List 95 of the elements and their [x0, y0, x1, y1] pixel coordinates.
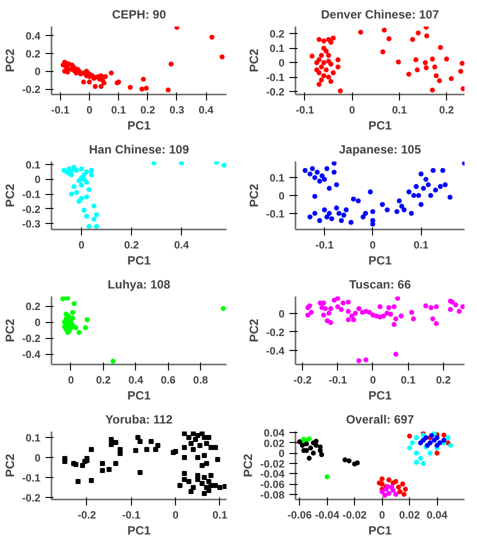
- x-tick-label: -0.1: [122, 510, 140, 522]
- y-axis-title: PC2: [247, 318, 262, 342]
- x-axis-title: PC1: [127, 388, 151, 402]
- x-tick-label: 0.3: [170, 104, 184, 116]
- x-tick-label: 0.04: [426, 510, 448, 522]
- y-axis-title: PC2: [247, 184, 262, 208]
- y-tick-label: -0.4: [266, 346, 285, 358]
- x-tick-label: 0.02: [399, 510, 420, 522]
- y-tick-label: 0: [278, 190, 285, 202]
- chart-title: Yoruba: 112: [105, 412, 173, 426]
- x-tick-label: 0.8: [193, 374, 208, 386]
- x-axis-title: PC1: [127, 254, 151, 268]
- y-tick-label: 0: [34, 66, 41, 78]
- x-tick-label: -0.1: [328, 374, 348, 386]
- y-axis-title: PC2: [3, 318, 18, 342]
- x-tick-label: 0: [68, 374, 74, 386]
- y-tick-label: 0.04: [264, 428, 285, 440]
- x-tick-label: 0: [78, 240, 85, 252]
- x-tick-label: 0: [379, 510, 386, 522]
- x-tick-label: 0.2: [96, 374, 111, 386]
- x-tick-label: -0.02: [342, 510, 367, 522]
- y-tick-label: 0: [278, 308, 285, 320]
- y-tick-label: -0.08: [260, 489, 285, 502]
- y-tick-label: -0.2: [266, 86, 285, 99]
- y-axis-title: PC2: [241, 454, 256, 478]
- y-tick-label: 0.2: [26, 301, 41, 314]
- x-tick-label: 0.4: [174, 240, 189, 252]
- chart-title: Luhya: 108: [108, 278, 171, 292]
- y-tick-label: -0.3: [22, 218, 41, 231]
- x-tick-label: 0: [370, 240, 376, 252]
- y-axis-title: PC2: [3, 454, 18, 478]
- x-axis-title: PC1: [127, 524, 151, 538]
- x-tick-label: 0: [172, 510, 179, 522]
- x-tick-label: -0.2: [78, 510, 96, 522]
- y-tick-label: 0.1: [26, 432, 41, 444]
- y-tick-label: -0.2: [22, 84, 41, 96]
- x-axis-title: PC1: [127, 118, 151, 132]
- x-axis-title: PC1: [368, 254, 392, 268]
- y-tick-label: 0: [278, 448, 285, 460]
- x-axis-title: PC1: [368, 118, 392, 132]
- x-axis-title: PC1: [368, 388, 392, 402]
- chart-title: Denver Chinese: 107: [320, 8, 440, 22]
- x-tick-label: -0.06: [287, 510, 312, 522]
- y-tick-label: -0.2: [22, 492, 41, 504]
- chart-title: Japanese: 105: [338, 142, 422, 156]
- y-tick-label: -0.4: [22, 349, 41, 362]
- y-tick-label: 0.4: [26, 30, 41, 42]
- y-tick-label: 0.1: [270, 43, 285, 56]
- y-tick-label: 0.02: [264, 438, 285, 450]
- x-tick-label: 0.1: [414, 240, 429, 252]
- y-tick-label: 0: [34, 452, 41, 464]
- x-tick-label: 0.2: [436, 374, 451, 386]
- y-tick-label: 0.1: [270, 172, 285, 185]
- y-axis-title: PC2: [3, 48, 18, 72]
- x-tick-label: -0.1: [51, 104, 70, 116]
- chart-title: Tuscan: 66: [349, 278, 412, 292]
- x-tick-label: 0.4: [128, 374, 144, 386]
- x-tick-label: 0.2: [140, 104, 156, 116]
- y-tick-label: -0.1: [266, 72, 285, 84]
- y-tick-label: 0: [34, 317, 41, 330]
- x-tick-label: -0.1: [296, 104, 314, 116]
- chart-title: Han Chinese: 109: [88, 142, 190, 156]
- x-tick-label: 0: [86, 104, 92, 116]
- y-tick-label: -0.2: [22, 333, 41, 346]
- x-tick-label: 0: [349, 104, 356, 116]
- y-tick-label: -0.06: [260, 479, 285, 492]
- x-tick-label: -0.2: [293, 374, 312, 386]
- x-tick-label: 0.1: [400, 374, 416, 386]
- y-tick-label: 0: [278, 58, 285, 70]
- x-tick-label: 0.1: [212, 510, 228, 522]
- y-tick-label: -0.1: [266, 208, 285, 220]
- y-tick-label: -0.04: [260, 468, 285, 481]
- x-tick-label: -0.04: [314, 510, 340, 522]
- x-tick-label: -0.1: [315, 240, 334, 252]
- y-axis-title: PC2: [247, 48, 262, 72]
- chart-title: Overall: 697: [346, 412, 414, 426]
- y-axis-title: PC2: [3, 184, 18, 208]
- x-tick-label: 0.2: [124, 240, 139, 252]
- x-tick-label: 0.1: [111, 104, 126, 116]
- chart-title: CEPH: 90: [112, 8, 166, 22]
- y-tick-label: 0.2: [26, 48, 41, 60]
- y-tick-label: -0.02: [260, 458, 285, 470]
- x-tick-label: 0.2: [439, 104, 454, 116]
- x-axis-title: PC1: [368, 524, 392, 538]
- y-tick-label: 0: [34, 174, 41, 186]
- y-tick-label: -0.1: [22, 189, 41, 202]
- x-tick-label: 0: [370, 374, 376, 386]
- y-tick-label: -0.1: [22, 472, 41, 484]
- y-tick-label: -0.2: [266, 326, 285, 339]
- x-tick-label: 0.1: [392, 104, 407, 116]
- x-tick-label: 0.6: [160, 374, 176, 386]
- y-tick-label: -0.2: [22, 204, 41, 216]
- y-tick-label: 0.1: [26, 159, 41, 172]
- x-tick-label: 0.4: [198, 104, 214, 116]
- y-tick-label: 0.2: [270, 28, 285, 41]
